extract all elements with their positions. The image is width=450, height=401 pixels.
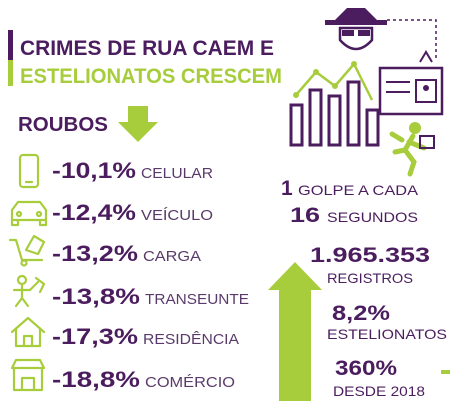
item-label: COMÉRCIO [145, 374, 235, 391]
stat-label: ESTELIONATOS [327, 326, 447, 342]
stat-label: SEGUNDOS [327, 209, 418, 225]
item-value: -10,1% [52, 158, 136, 183]
item-label: CARGA [143, 248, 201, 265]
item-value: -13,8% [52, 284, 140, 309]
up-arrow [268, 262, 322, 401]
stat-value: 360% [335, 357, 397, 380]
accent [441, 370, 450, 374]
item-label: RESIDÊNCIA [143, 331, 239, 348]
title-bar [8, 30, 13, 60]
title-line: CRIMES DE RUA CAEM E [20, 37, 274, 60]
title-bar [8, 60, 13, 86]
stat-value: 16 [290, 204, 320, 227]
item-label: CELULAR [141, 165, 213, 182]
illustration [291, 8, 442, 174]
title-line: ESTELIONATOS CRESCEM [20, 65, 282, 88]
item-label: VEÍCULO [141, 207, 213, 224]
infographic: CRIMES DE RUA CAEM E ESTELIONATOS CRESCE… [0, 0, 450, 401]
stat-label: GOLPE A CADA [298, 182, 419, 198]
stat-value: 8,2% [332, 302, 390, 325]
stat-label: REGISTROS [327, 270, 413, 286]
item-value: -18,8% [52, 367, 140, 392]
down-arrow [118, 106, 158, 142]
stat-label: DESDE 2018 [333, 383, 425, 399]
item-value: -12,4% [52, 200, 136, 225]
item-value: -17,3% [52, 324, 138, 349]
item-label: TRANSEUNTE [145, 291, 249, 308]
stat-value: 1 [281, 177, 293, 200]
icons [10, 155, 46, 390]
stat-value: 1.965.353 [310, 244, 430, 267]
item-value: -13,2% [52, 241, 138, 266]
section-title: ROUBOS [18, 114, 108, 136]
